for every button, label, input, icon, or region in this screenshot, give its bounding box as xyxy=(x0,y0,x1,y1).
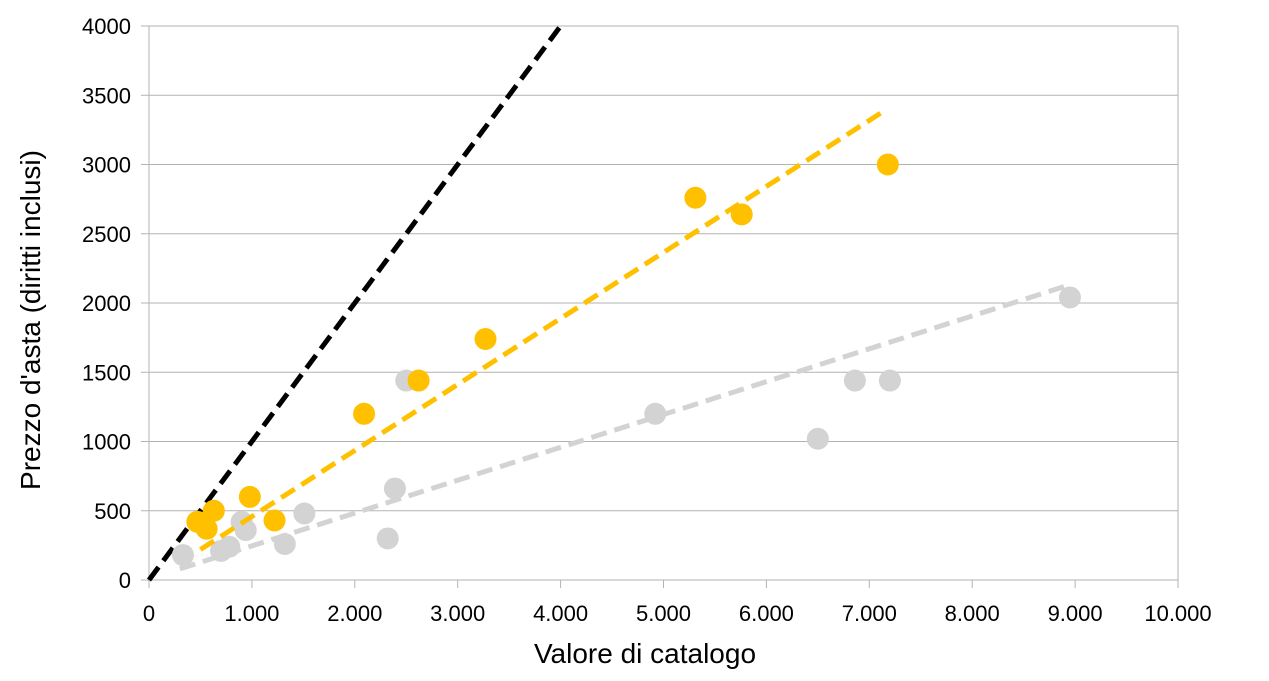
x-tick-label-0: 0 xyxy=(143,601,155,626)
y-tick-label-4: 2000 xyxy=(82,291,131,316)
trendlines xyxy=(179,108,1066,572)
reference-line xyxy=(146,24,563,582)
axes xyxy=(141,25,1179,588)
series-1-point-7 xyxy=(474,328,497,351)
series-1-point-9 xyxy=(730,203,753,226)
series-1-point-3 xyxy=(238,485,261,508)
series-1-point-10 xyxy=(876,153,899,176)
y-tick-label-3: 1500 xyxy=(82,360,131,385)
series-1-point-8 xyxy=(684,186,707,209)
y-tick-label-1: 500 xyxy=(94,499,131,524)
x-tick-label-10: 10.000 xyxy=(1144,601,1211,626)
x-tick-label-7: 7.000 xyxy=(842,601,897,626)
x-tick-label-4: 4.000 xyxy=(533,601,588,626)
series-0-point-4 xyxy=(234,519,257,542)
series-1-point-6 xyxy=(407,369,430,392)
series-1-point-1 xyxy=(195,517,218,540)
y-tick-label-8: 4000 xyxy=(82,14,131,39)
series-0-point-13 xyxy=(878,369,901,392)
data-points xyxy=(171,153,1081,567)
series-0-point-8 xyxy=(383,477,406,500)
series-1-trendline xyxy=(199,108,887,552)
series-1-point-4 xyxy=(263,509,286,532)
y-tick-label-5: 2500 xyxy=(82,222,131,247)
reference-line-y-equals-x xyxy=(146,24,563,582)
series-1-point-2 xyxy=(202,499,225,522)
gridlines xyxy=(149,25,1179,581)
x-tick-label-1: 1.000 xyxy=(224,601,279,626)
x-tick-label-8: 8.000 xyxy=(945,601,1000,626)
x-tick-label-6: 6.000 xyxy=(739,601,794,626)
series-0-trendline xyxy=(179,283,1066,572)
x-axis-tick-labels: 0 1.000 2.000 3.000 4.000 5.000 6.000 7.000 8.00… xyxy=(143,601,1212,626)
x-tick-label-2: 2.000 xyxy=(327,601,382,626)
x-tick-label-3: 3.000 xyxy=(430,601,485,626)
series-0-point-6 xyxy=(293,502,316,525)
series-1-point-5 xyxy=(353,402,376,425)
series-0-point-7 xyxy=(376,527,399,550)
series-0-point-11 xyxy=(806,427,829,450)
y-axis-title: Prezzo d'asta (diritti inclusi) xyxy=(15,150,46,490)
series-0-point-0 xyxy=(171,544,194,567)
x-tick-label-5: 5.000 xyxy=(636,601,691,626)
y-axis-tick-labels: 0 500 1000 1500 2000 2500 3000 3500 4000 xyxy=(82,14,131,593)
y-tick-label-0: 0 xyxy=(119,568,131,593)
y-tick-label-6: 3000 xyxy=(82,153,131,178)
y-tick-label-7: 3500 xyxy=(82,83,131,108)
series-0-point-12 xyxy=(843,369,866,392)
y-tick-label-2: 1000 xyxy=(82,430,131,455)
x-axis-title: Valore di catalogo xyxy=(534,638,756,669)
x-tick-label-9: 9.000 xyxy=(1048,601,1103,626)
series-0-point-14 xyxy=(1058,286,1081,309)
